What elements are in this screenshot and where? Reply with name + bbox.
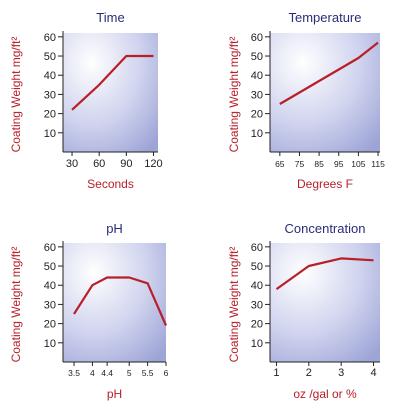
- plot-area: [270, 243, 380, 362]
- chart-title: Temperature: [289, 10, 362, 25]
- y-tick-label: 10: [251, 338, 263, 350]
- x-tick-label: 4: [90, 368, 95, 378]
- y-tick-label: 30: [251, 89, 263, 101]
- x-tick-label: 90: [120, 158, 132, 170]
- x-tick-label: 65: [275, 159, 285, 169]
- y-tick-label: 40: [251, 280, 263, 292]
- x-tick-label: 1: [273, 367, 279, 379]
- y-tick-label: 40: [44, 280, 56, 292]
- chart-panel-2: 10 20 30 40 50 60 3.5 4 4.4 5 5.5 6 pH pH Coating Weig…: [9, 221, 169, 401]
- plot-area: [63, 33, 158, 152]
- y-tick-label: 30: [251, 299, 263, 311]
- chart-title: Concentration: [285, 221, 366, 236]
- x-tick-label: 75: [295, 159, 305, 169]
- chart-panel-0: 10 20 30 40 50 60 30 60 90 120 Time Seconds Coating …: [9, 10, 163, 191]
- x-axis-label: oz /gal or %: [293, 387, 357, 401]
- y-axis-label: Coating Weight mg/ft²: [9, 247, 23, 363]
- y-tick-label: 60: [44, 242, 56, 254]
- series-line: [279, 41, 379, 105]
- chart-title: pH: [106, 221, 123, 236]
- y-tick-label: 30: [44, 299, 56, 311]
- y-tick-label: 20: [44, 319, 56, 331]
- y-tick-label: 40: [44, 70, 56, 82]
- y-tick-label: 30: [44, 89, 56, 101]
- x-tick-label: 6: [164, 368, 169, 378]
- x-tick-label: 105: [351, 159, 365, 169]
- y-tick-label: 20: [251, 109, 263, 121]
- y-axis-label: Coating Weight mg/ft²: [227, 37, 241, 153]
- x-tick-label: 3.5: [68, 368, 80, 378]
- y-tick-label: 60: [251, 32, 263, 44]
- y-tick-label: 10: [251, 128, 263, 140]
- y-tick-label: 60: [251, 242, 263, 254]
- series-line: [73, 276, 168, 326]
- x-tick-label: 5.5: [142, 368, 154, 378]
- y-tick-label: 60: [44, 32, 56, 44]
- y-tick-label: 50: [251, 261, 263, 273]
- y-axis-label: Coating Weight mg/ft²: [9, 37, 23, 153]
- y-tick-label: 20: [251, 319, 263, 331]
- x-tick-label: 85: [314, 159, 324, 169]
- y-tick-label: 10: [44, 338, 56, 350]
- y-tick-label: 40: [251, 70, 263, 82]
- series-line: [71, 54, 154, 111]
- chart-title: Time: [96, 10, 124, 25]
- x-tick-label: 4: [370, 367, 376, 379]
- x-tick-label: 30: [66, 158, 78, 170]
- x-tick-label: 3: [338, 367, 344, 379]
- x-axis-label: pH: [107, 387, 122, 401]
- series-line: [275, 257, 374, 290]
- y-axis-label: Coating Weight mg/ft²: [227, 247, 241, 363]
- chart-panel-1: 10 20 30 40 50 60 65 75 85 95 105 115 Temperature Deg…: [227, 10, 385, 191]
- x-tick-label: 60: [93, 158, 105, 170]
- plot-area: [270, 33, 380, 152]
- x-tick-label: 120: [144, 158, 162, 170]
- y-tick-label: 50: [251, 51, 263, 63]
- y-tick-label: 50: [44, 261, 56, 273]
- x-axis-label: Degrees F: [297, 177, 353, 191]
- x-tick-label: 5: [127, 368, 132, 378]
- x-axis-label: Seconds: [87, 177, 134, 191]
- x-tick-label: 95: [334, 159, 344, 169]
- y-tick-label: 20: [44, 109, 56, 121]
- plot-area: [63, 243, 166, 362]
- x-tick-label: 2: [306, 367, 312, 379]
- x-tick-label: 4.4: [101, 368, 113, 378]
- chart-panel-3: 10 20 30 40 50 60 1 2 3 4 Concentration oz /gal or …: [227, 221, 380, 401]
- x-tick-label: 115: [371, 159, 385, 169]
- y-tick-label: 50: [44, 51, 56, 63]
- y-tick-label: 10: [44, 128, 56, 140]
